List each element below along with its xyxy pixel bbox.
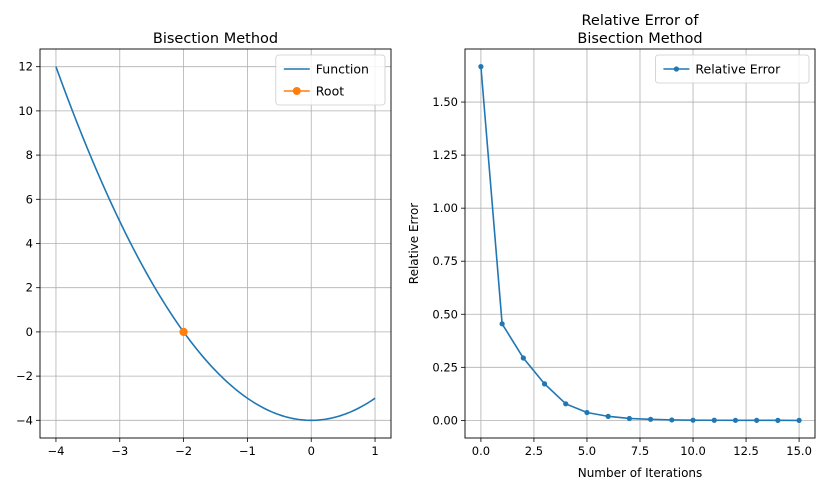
legend-label: Function — [316, 62, 369, 77]
data-point — [541, 381, 548, 387]
y-tick-label: 1.00 — [432, 201, 458, 215]
x-tick-label: 5.0 — [578, 444, 596, 458]
legend-box — [655, 54, 810, 84]
y-tick-label: 1.50 — [432, 95, 458, 109]
chart-title: Bisection Method — [577, 31, 702, 47]
y-tick-label: 4 — [26, 237, 33, 251]
x-tick-label: 1 — [371, 444, 378, 458]
series-line-1 — [55, 66, 376, 422]
y-tick-label: 8 — [26, 148, 33, 162]
y-tick-label: 0.00 — [432, 413, 458, 427]
chart-title: Bisection Method — [153, 31, 278, 47]
data-point — [179, 327, 188, 337]
data-point — [520, 355, 526, 361]
legend: Function Root — [275, 54, 386, 106]
data-point — [732, 417, 739, 423]
x-tick-label: 0 — [308, 444, 315, 458]
y-tick-label: 0.25 — [432, 360, 458, 374]
y-tick-label: −4 — [16, 413, 33, 427]
legend-label: Relative Error — [695, 62, 781, 77]
data-point — [648, 416, 654, 422]
data-point — [584, 409, 590, 416]
data-point — [775, 417, 781, 423]
x-axis-label: Number of Iterations — [578, 466, 703, 480]
data-point — [690, 417, 696, 423]
y-tick-label: 12 — [18, 60, 33, 74]
data-point — [605, 413, 611, 419]
x-tick-label: −3 — [111, 444, 128, 458]
data-point — [626, 415, 632, 422]
data-point — [796, 417, 802, 423]
y-tick-label: 10 — [18, 104, 33, 118]
x-tick-label: 2.5 — [525, 444, 543, 458]
data-point — [563, 401, 569, 407]
y-tick-label: 6 — [26, 192, 33, 206]
chart-panel-2: 0.0 2.5 5.0 7.5 10.0 12.5 15.0 0.00 0.25 0.50 0.75… — [407, 13, 816, 480]
x-tick-label: 12.5 — [733, 444, 759, 458]
x-tick-label: −1 — [239, 444, 256, 458]
x-tick-label: −4 — [47, 444, 64, 458]
x-tick-label: 10.0 — [680, 444, 706, 458]
x-tick-label: −2 — [175, 444, 192, 458]
data-point — [669, 417, 675, 423]
data-point — [499, 321, 505, 327]
data-point — [711, 417, 717, 423]
y-tick-label: 0.50 — [432, 307, 458, 321]
y-tick-label: 0.75 — [432, 254, 458, 268]
data-point — [478, 64, 484, 70]
x-tick-label: 7.5 — [631, 444, 649, 458]
y-tick-label: 1.25 — [432, 148, 458, 162]
chart-title: Relative Error of — [581, 13, 699, 29]
axes-frame — [39, 48, 392, 439]
x-tick-label: 0.0 — [472, 444, 490, 458]
legend-label: Root — [316, 84, 344, 99]
y-axis-label: Relative Error — [407, 203, 421, 285]
y-tick-label: 2 — [26, 281, 33, 295]
series-line-1 — [480, 66, 800, 422]
axes-frame — [464, 48, 816, 439]
legend: Relative Error — [655, 54, 810, 84]
legend-marker — [292, 87, 301, 95]
legend-box — [275, 54, 386, 106]
y-tick-label: 0 — [26, 325, 33, 339]
y-tick-label: −2 — [16, 369, 33, 383]
legend-marker — [673, 66, 680, 72]
x-tick-label: 15.0 — [786, 444, 812, 458]
data-point — [754, 417, 760, 423]
chart-panel-1: −4 −3 −2 −1 0 1 −4 −2 0 2 4 6 8 10 12 Bisection Method F… — [16, 31, 392, 458]
